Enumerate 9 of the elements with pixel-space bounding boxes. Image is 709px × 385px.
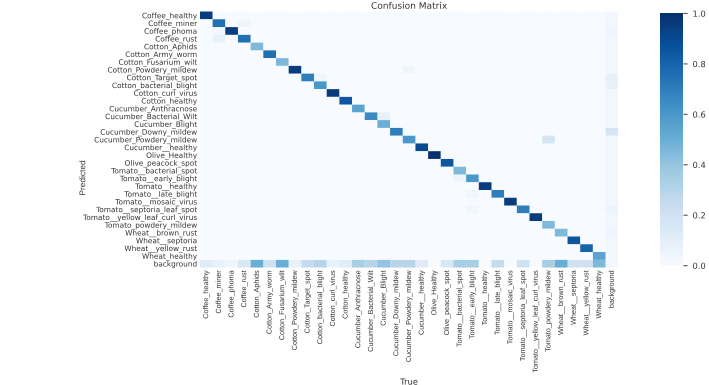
color-bar-label: 1.0 [693, 10, 706, 17]
color-bar-label: 0.8 [693, 60, 706, 68]
x-axis-title: True [400, 378, 418, 385]
color-bar-label: 0.0 [693, 262, 706, 269]
chart-title: Confusion Matrix [372, 2, 447, 9]
color-bar-label: 0.6 [693, 111, 706, 118]
y-axis-title: Predicted [79, 160, 86, 195]
color-bar-label: 0.2 [693, 212, 705, 218]
color-bar-label: 0.4 [693, 162, 706, 168]
